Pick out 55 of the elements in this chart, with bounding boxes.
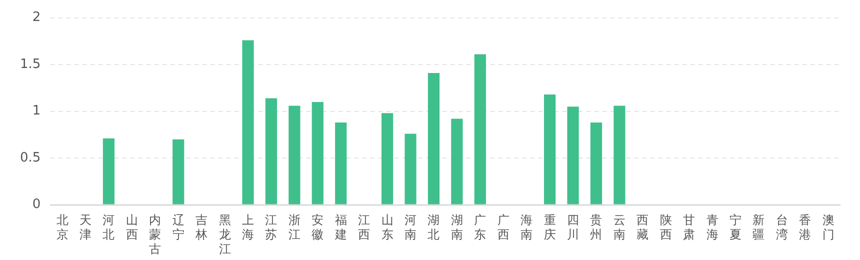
x-tick-label: 浙江 [288,213,300,242]
bar [242,40,254,204]
x-tick-label: 广西 [497,213,510,242]
bar [265,98,278,204]
bar [312,102,324,204]
x-tick-label: 青海 [706,213,718,242]
x-tick-label: 香港 [799,213,812,242]
bar [404,134,416,204]
x-tick-label: 贵州 [590,213,602,242]
x-tick-label: 天津 [80,213,92,242]
y-tick-label: 1.5 [20,56,41,72]
bar [474,54,486,204]
y-tick-label: 2 [32,10,41,26]
x-tick-label: 河北 [102,213,115,242]
bar [102,138,115,204]
y-tick-label: 1 [32,104,41,119]
x-tick-label: 湖北 [428,213,440,242]
bar [614,106,626,204]
x-tick-label: 台湾 [776,213,788,242]
bar [590,122,602,204]
y-tick-label: 0 [32,197,41,212]
x-tick-label: 内蒙古 [149,213,162,256]
bar [567,106,579,204]
bar [381,113,394,204]
x-tick-label: 澳门 [822,213,834,242]
x-tick-label: 北京 [56,213,68,242]
x-tick-label: 上海 [242,213,254,242]
x-tick-label: 宁夏 [730,213,742,242]
x-tick-label: 黑龙江 [218,213,231,256]
x-tick-label: 河南 [404,213,417,242]
x-tick-label: 广东 [474,213,486,242]
bar [451,118,463,204]
x-tick-label: 吉林 [194,213,208,242]
bar [544,94,556,204]
x-tick-label: 重庆 [544,213,556,242]
x-tick-label: 云南 [613,213,626,242]
x-tick-label: 安徽 [312,213,324,242]
x-tick-label: 山西 [126,213,138,242]
x-tick-label: 海南 [520,213,533,242]
x-tick-label: 江苏 [265,213,278,242]
x-tick-label: 新疆 [752,213,765,242]
x-tick-label: 四川 [567,213,580,242]
bar [335,122,347,204]
x-tick-label: 山东 [381,213,394,242]
x-tick-label: 江西 [358,213,370,242]
bar [288,106,300,204]
x-tick-label: 西藏 [636,213,649,242]
x-tick-label: 湖南 [450,213,463,242]
x-tick-label: 甘肃 [683,213,696,242]
x-tick-label: 辽宁 [172,213,184,242]
bar [428,72,440,204]
bar [172,139,184,204]
x-tick-label: 陕西 [660,213,672,242]
x-tick-label: 福建 [334,213,347,242]
y-tick-label: 0.5 [20,150,41,166]
